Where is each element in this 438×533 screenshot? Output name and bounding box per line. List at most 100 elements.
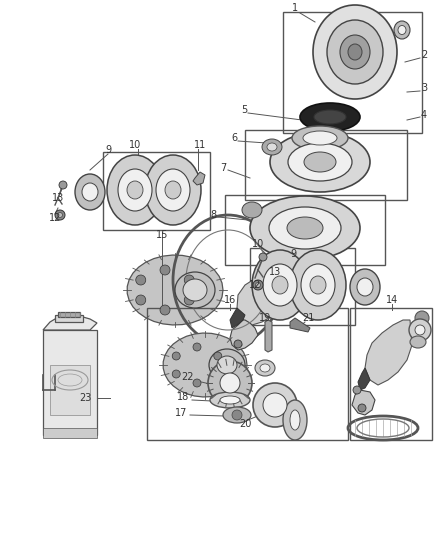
Ellipse shape bbox=[252, 250, 308, 320]
Circle shape bbox=[57, 213, 63, 217]
Polygon shape bbox=[127, 255, 223, 325]
Text: 4: 4 bbox=[421, 110, 427, 120]
Text: 22: 22 bbox=[182, 372, 194, 382]
Text: 11: 11 bbox=[194, 140, 206, 150]
Ellipse shape bbox=[145, 155, 201, 225]
Ellipse shape bbox=[165, 181, 181, 199]
Text: 18: 18 bbox=[177, 392, 189, 402]
Ellipse shape bbox=[313, 5, 397, 99]
Text: 23: 23 bbox=[79, 393, 91, 403]
Polygon shape bbox=[265, 320, 272, 352]
Text: 16: 16 bbox=[224, 295, 236, 305]
Polygon shape bbox=[237, 265, 285, 325]
Text: 3: 3 bbox=[421, 83, 427, 93]
Circle shape bbox=[160, 265, 170, 275]
Circle shape bbox=[193, 343, 201, 351]
Bar bbox=[103, 152, 210, 230]
Ellipse shape bbox=[183, 279, 207, 301]
Circle shape bbox=[184, 275, 194, 285]
Ellipse shape bbox=[290, 250, 346, 320]
Polygon shape bbox=[290, 318, 310, 332]
Ellipse shape bbox=[415, 311, 429, 325]
Circle shape bbox=[255, 282, 261, 287]
Ellipse shape bbox=[260, 364, 270, 372]
Ellipse shape bbox=[303, 131, 337, 145]
Text: 8: 8 bbox=[210, 210, 216, 220]
Ellipse shape bbox=[263, 393, 287, 417]
Ellipse shape bbox=[175, 272, 215, 308]
Ellipse shape bbox=[210, 392, 250, 408]
Ellipse shape bbox=[250, 196, 360, 260]
Text: 21: 21 bbox=[302, 313, 314, 323]
Ellipse shape bbox=[292, 126, 348, 150]
Ellipse shape bbox=[253, 383, 297, 427]
Polygon shape bbox=[358, 368, 370, 390]
Ellipse shape bbox=[398, 26, 406, 35]
Bar bbox=[245, 130, 407, 200]
Ellipse shape bbox=[220, 373, 240, 393]
Circle shape bbox=[136, 275, 146, 285]
Ellipse shape bbox=[287, 217, 323, 239]
Ellipse shape bbox=[267, 143, 277, 151]
Text: 12: 12 bbox=[249, 280, 261, 290]
Text: 12: 12 bbox=[49, 213, 61, 223]
Polygon shape bbox=[230, 320, 258, 350]
Ellipse shape bbox=[357, 278, 373, 296]
Ellipse shape bbox=[348, 44, 362, 60]
Ellipse shape bbox=[409, 319, 431, 341]
Ellipse shape bbox=[242, 202, 262, 218]
Ellipse shape bbox=[263, 264, 297, 306]
Ellipse shape bbox=[327, 20, 383, 84]
Ellipse shape bbox=[223, 407, 251, 423]
Bar bbox=[350, 308, 432, 440]
Polygon shape bbox=[163, 333, 247, 397]
Polygon shape bbox=[230, 308, 245, 328]
Ellipse shape bbox=[301, 264, 335, 306]
Ellipse shape bbox=[118, 169, 152, 211]
Polygon shape bbox=[43, 317, 97, 330]
Text: 15: 15 bbox=[156, 230, 168, 240]
Bar bbox=[50, 365, 90, 415]
Ellipse shape bbox=[255, 360, 275, 376]
Ellipse shape bbox=[208, 361, 252, 405]
Circle shape bbox=[234, 340, 242, 348]
Circle shape bbox=[214, 370, 222, 378]
Ellipse shape bbox=[283, 400, 307, 440]
Text: 5: 5 bbox=[241, 105, 247, 115]
Circle shape bbox=[193, 379, 201, 387]
Circle shape bbox=[353, 386, 361, 394]
Circle shape bbox=[358, 404, 366, 412]
Ellipse shape bbox=[270, 132, 370, 192]
Circle shape bbox=[59, 181, 67, 189]
Ellipse shape bbox=[272, 276, 288, 294]
Ellipse shape bbox=[269, 207, 341, 249]
Ellipse shape bbox=[217, 356, 237, 374]
Polygon shape bbox=[365, 320, 412, 385]
Ellipse shape bbox=[220, 396, 240, 404]
Circle shape bbox=[214, 352, 222, 360]
Ellipse shape bbox=[350, 269, 380, 305]
Ellipse shape bbox=[314, 110, 346, 124]
Circle shape bbox=[136, 295, 146, 305]
Circle shape bbox=[172, 370, 180, 378]
Ellipse shape bbox=[107, 155, 163, 225]
Ellipse shape bbox=[290, 410, 300, 430]
Circle shape bbox=[232, 410, 242, 420]
Ellipse shape bbox=[75, 174, 105, 210]
Bar bbox=[225, 195, 385, 265]
Circle shape bbox=[259, 253, 267, 261]
Ellipse shape bbox=[156, 169, 190, 211]
Text: 6: 6 bbox=[231, 133, 237, 143]
Bar bbox=[43, 330, 97, 435]
Text: 13: 13 bbox=[269, 267, 281, 277]
Ellipse shape bbox=[288, 143, 352, 181]
Ellipse shape bbox=[394, 21, 410, 39]
Text: 1: 1 bbox=[292, 3, 298, 13]
Bar bbox=[147, 308, 348, 440]
Ellipse shape bbox=[209, 349, 245, 381]
Bar bbox=[250, 248, 355, 325]
Ellipse shape bbox=[410, 336, 426, 348]
Ellipse shape bbox=[262, 139, 282, 155]
Polygon shape bbox=[193, 172, 205, 185]
Ellipse shape bbox=[127, 181, 143, 199]
